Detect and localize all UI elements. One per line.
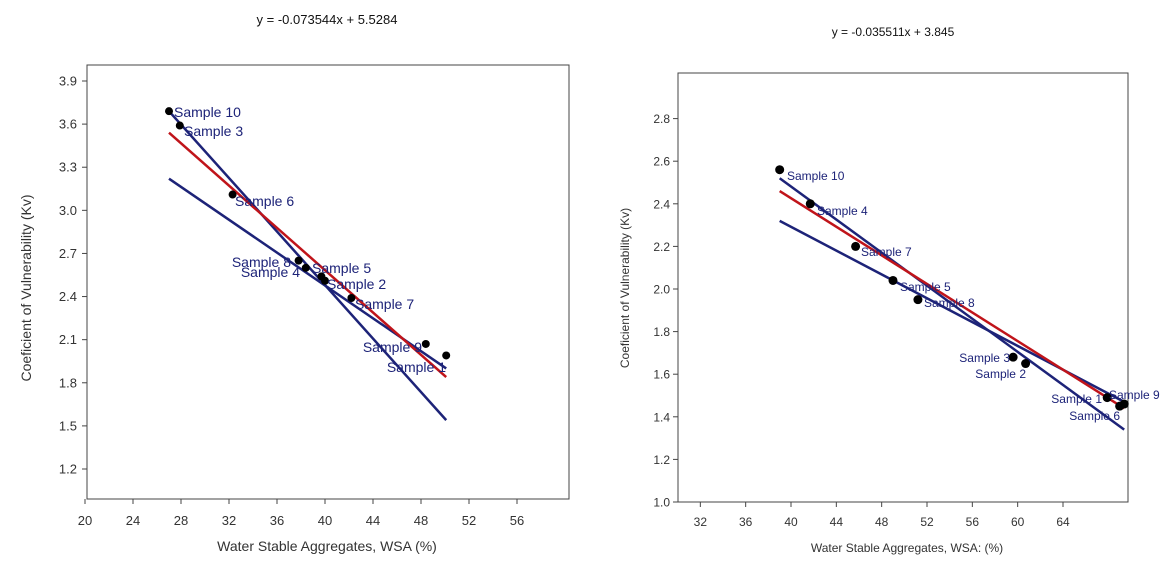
chart-left-plot-frame — [86, 64, 570, 500]
chart-left-point-label-sample-5: Sample 5 — [312, 260, 371, 276]
chart-left-x-tick-label: 28 — [174, 513, 188, 528]
chart-left-point-sample-7 — [347, 293, 356, 302]
chart-right-point-label-sample-4: Sample 4 — [817, 204, 868, 218]
chart-right-point-label-sample-5: Sample 5 — [900, 280, 951, 294]
chart-right-point-sample-8 — [913, 295, 923, 305]
chart-right-x-axis-label: Water Stable Aggregates, WSA: (%) — [811, 541, 1003, 555]
chart-left-x-tick-label: 44 — [366, 513, 380, 528]
chart-right-y-axis-label: Coeficient of Vulnerability (Kv) — [618, 208, 632, 368]
chart-right-x-tick-label: 44 — [830, 515, 844, 529]
chart-right-x-tick-label: 36 — [739, 515, 753, 529]
chart-right-x-tick-label: 60 — [1011, 515, 1025, 529]
chart-right-point-sample-4 — [805, 199, 815, 209]
chart-right-y-tick-label: 2.4 — [653, 197, 670, 211]
chart-right-x-tick-label: 56 — [966, 515, 980, 529]
chart-left-y-tick-label: 3.9 — [59, 74, 77, 89]
chart-right-y-tick-label: 2.0 — [653, 283, 670, 297]
chart-left-y-tick-label: 3.6 — [59, 117, 77, 132]
chart-right-confidence-line-1 — [778, 177, 1125, 431]
chart-right-regression-line — [778, 189, 1125, 410]
chart-left-y-tick-label: 3.3 — [59, 160, 77, 175]
chart-right: y = -0.035511x + 3.845 Water Stable Aggr… — [618, 25, 1160, 555]
chart-left-point-label-sample-10: Sample 10 — [174, 104, 241, 120]
chart-left: y = -0.073544x + 5.5284 Water Stable Agg… — [18, 12, 570, 554]
chart-right-y-tick-label: 1.4 — [653, 410, 670, 424]
chart-left-point-label-sample-8: Sample 8 — [232, 254, 291, 270]
chart-left-y-tick-label: 2.1 — [59, 332, 77, 347]
chart-left-x-tick-label: 32 — [222, 513, 236, 528]
chart-right-point-label-sample-8: Sample 8 — [924, 296, 975, 310]
chart-left-point-sample-9 — [421, 339, 430, 348]
chart-right-point-sample-9 — [1119, 399, 1129, 409]
chart-left-regression-line — [168, 131, 448, 378]
chart-left-x-tick-label: 48 — [414, 513, 428, 528]
chart-left-x-tick-label: 52 — [462, 513, 476, 528]
chart-left-point-sample-2 — [321, 276, 329, 285]
chart-left-point-label-sample-9: Sample 9 — [363, 339, 422, 355]
chart-right-x-tick-label: 48 — [875, 515, 889, 529]
chart-left-point-sample-10 — [165, 107, 173, 116]
chart-right-x-tick-label: 64 — [1056, 515, 1070, 529]
chart-left-point-label-sample-2: Sample 2 — [327, 276, 386, 292]
chart-right-y-tick-label: 2.6 — [653, 155, 670, 169]
chart-right-point-sample-2 — [1021, 359, 1031, 369]
chart-right-point-sample-3 — [1008, 352, 1018, 362]
chart-left-x-tick-label: 56 — [510, 513, 524, 528]
chart-right-x-tick-label: 32 — [694, 515, 708, 529]
chart-left-y-tick-label: 3.0 — [59, 203, 77, 218]
chart-left-y-tick-label: 1.5 — [59, 418, 77, 433]
chart-left-y-tick-label: 2.4 — [59, 289, 77, 304]
chart-right-point-label-sample-9: Sample 9 — [1109, 388, 1160, 402]
chart-right-point-sample-7 — [851, 241, 861, 251]
chart-left-point-label-sample-1: Sample 1 — [387, 359, 446, 375]
chart-left-y-tick-label: 1.8 — [59, 375, 77, 390]
chart-right-y-tick-label: 1.0 — [653, 496, 670, 510]
chart-left-x-tick-label: 36 — [270, 513, 284, 528]
chart-left-x-axis-label: Water Stable Aggregates, WSA (%) — [217, 538, 437, 554]
chart-right-point-label-sample-1: Sample 1 — [1051, 392, 1102, 406]
chart-left-y-axis-label: Coeficient of Vulnerability (Kv) — [18, 194, 34, 381]
chart-right-plot-frame — [677, 72, 1129, 503]
chart-right-y-tick-label: 2.2 — [653, 240, 670, 254]
chart-left-point-label-sample-4: Sample 4 — [241, 264, 300, 280]
chart-left-y-tick-label: 2.7 — [59, 246, 77, 261]
chart-left-y-tick-label: 1.2 — [59, 462, 77, 477]
chart-left-point-sample-1 — [442, 351, 451, 360]
chart-right-x-tick-label: 40 — [784, 515, 798, 529]
chart-right-y-tick-label: 2.8 — [653, 112, 670, 126]
chart-left-equation: y = -0.073544x + 5.5284 — [257, 12, 398, 27]
chart-right-y-tick-label: 1.8 — [653, 325, 670, 339]
chart-right-point-label-sample-6: Sample 6 — [1069, 409, 1120, 423]
chart-right-point-sample-5 — [888, 275, 898, 285]
chart-left-point-sample-4 — [301, 263, 310, 272]
chart-right-equation: y = -0.035511x + 3.845 — [832, 25, 955, 39]
chart-right-point-sample-10 — [775, 165, 785, 175]
chart-left-point-sample-6 — [228, 190, 237, 199]
chart-right-point-sample-1 — [1102, 393, 1112, 403]
chart-right-point-label-sample-7: Sample 7 — [861, 245, 912, 259]
chart-right-point-label-sample-10: Sample 10 — [787, 169, 845, 183]
chart-right-point-label-sample-2: Sample 2 — [975, 367, 1026, 381]
chart-left-point-label-sample-7: Sample 7 — [355, 296, 414, 312]
chart-left-point-label-sample-3: Sample 3 — [184, 123, 243, 139]
chart-left-x-tick-label: 20 — [78, 513, 92, 528]
chart-left-point-sample-3 — [175, 121, 184, 130]
chart-right-y-tick-label: 1.6 — [653, 368, 670, 382]
chart-right-point-label-sample-3: Sample 3 — [959, 351, 1010, 365]
chart-left-point-sample-8 — [294, 256, 303, 265]
chart-right-y-tick-label: 1.2 — [653, 453, 670, 467]
chart-right-x-tick-label: 52 — [920, 515, 934, 529]
chart-left-point-label-sample-6: Sample 6 — [235, 193, 294, 209]
chart-left-x-tick-label: 40 — [318, 513, 332, 528]
chart-left-x-tick-label: 24 — [126, 513, 140, 528]
